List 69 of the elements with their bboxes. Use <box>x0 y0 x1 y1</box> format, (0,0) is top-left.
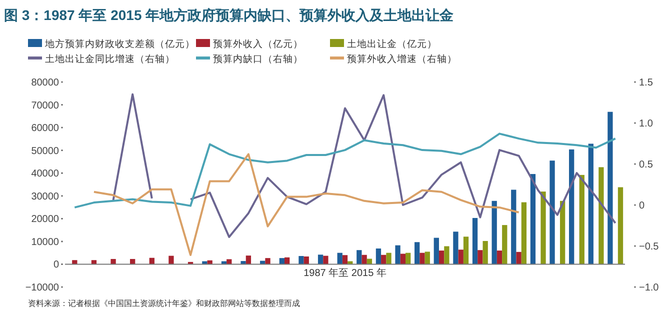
bar <box>496 250 502 264</box>
bar <box>492 200 497 264</box>
bar <box>560 200 566 264</box>
legend-label: 土地出让金（亿元） <box>347 38 437 50</box>
bar <box>168 256 174 264</box>
bar <box>298 256 304 264</box>
y2-tick-label: −1.0 <box>639 282 660 294</box>
bar <box>618 187 624 264</box>
text: 资料来源：记者根据《中国国土资源统计年鉴》和财政部网站等数据整理而成 <box>28 299 300 308</box>
bar <box>598 167 604 264</box>
legend-label: 预算外收入增速（右轴） <box>347 53 457 65</box>
bar <box>414 242 420 264</box>
bar <box>246 256 252 264</box>
bar <box>530 174 536 264</box>
y-tick-label: 50000 <box>31 146 60 157</box>
bar <box>502 225 508 264</box>
bar <box>434 238 439 264</box>
bar <box>608 112 613 264</box>
bar <box>516 252 522 264</box>
legend-label: 地方预算内财政收支差额（亿元） <box>44 38 195 50</box>
bar <box>362 254 367 264</box>
bar <box>265 258 270 264</box>
bar <box>478 250 483 264</box>
bar <box>395 245 400 264</box>
y-tick-label: 40000 <box>31 168 60 180</box>
y-tick-label: 30000 <box>31 191 60 202</box>
bar <box>424 252 430 264</box>
x-axis-title: 1987 年至 2015 年 <box>304 267 386 279</box>
bar <box>400 254 406 264</box>
y-tick-label: 20000 <box>31 214 60 226</box>
y-tick-label: 80000 <box>31 78 60 88</box>
bar <box>438 250 444 264</box>
y2-tick-label: 0 <box>639 200 645 212</box>
legend-label: 土地出让金同比增速（右轴） <box>45 53 175 65</box>
y2-tick-label: −0.5 <box>639 242 660 252</box>
bar <box>588 144 594 264</box>
bar <box>444 246 450 264</box>
bar <box>323 256 328 264</box>
bar <box>472 218 478 264</box>
bar <box>318 254 324 264</box>
bar <box>453 232 458 264</box>
bar <box>356 250 362 264</box>
y-tick-label: 10000 <box>31 236 60 248</box>
bar <box>376 248 382 264</box>
bar <box>579 174 584 264</box>
legend-label: 预算外收入（亿元） <box>213 38 303 50</box>
bar <box>458 250 464 264</box>
legend-label: 预算内缺口（右轴） <box>213 53 303 65</box>
y2-tick-label: 0.5 <box>639 160 654 170</box>
y2-tick-label: 1.5 <box>639 78 654 88</box>
y-tick-label: −10000 <box>25 282 60 294</box>
bar <box>550 160 555 264</box>
y2-tick-label: 1.0 <box>639 118 654 130</box>
bar <box>521 202 527 264</box>
line-series <box>74 132 616 208</box>
bar <box>540 192 546 264</box>
chart-title: 图 3：1987 年至 2015 年地方政府预算内缺口、预算外收入及土地出让金 <box>4 7 455 23</box>
bar <box>482 240 488 264</box>
y-tick-label: 60000 <box>31 123 60 134</box>
bar <box>463 236 469 264</box>
bar <box>420 252 425 264</box>
bar <box>511 190 516 264</box>
bar <box>110 258 116 264</box>
y-tick-label: 0 <box>53 260 60 271</box>
bar <box>386 252 392 264</box>
line-series <box>92 153 520 256</box>
bar <box>569 149 574 264</box>
y-tick-label: 70000 <box>31 100 60 112</box>
bar <box>342 255 348 264</box>
